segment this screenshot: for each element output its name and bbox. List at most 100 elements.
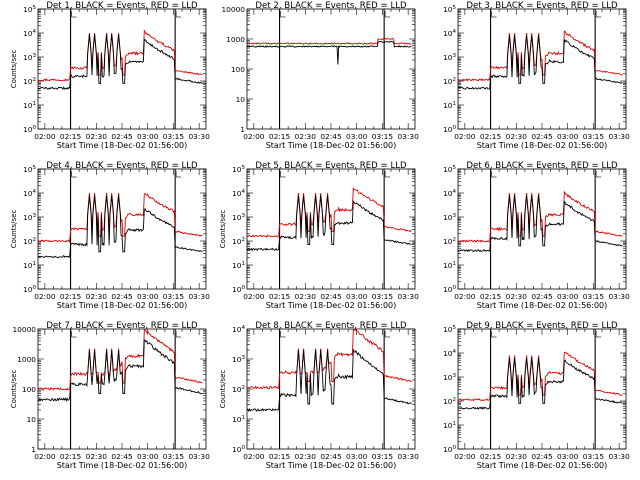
y-axis-label: Counts/sec (10, 50, 18, 89)
panel-det-8: Det 8, BLACK = Events, RED = LLD 100 101 10… (219, 321, 419, 470)
y-tick-label: 101 (232, 261, 245, 270)
x-tick-label: 03:00 (557, 452, 579, 461)
y-tick-label: 105 (443, 165, 456, 174)
x-tick-label: 03:15 (583, 452, 605, 461)
x-tick-label: 03:30 (188, 292, 210, 301)
x-tick-label: 03:30 (397, 132, 419, 141)
x-tick-label: 03:15 (583, 132, 605, 141)
x-tick-label: 02:00 (454, 132, 476, 141)
x-tick-label: 03:15 (163, 452, 185, 461)
y-tick-label: 104 (232, 189, 245, 198)
series-events (457, 35, 623, 90)
x-tick-label: 02:00 (454, 452, 476, 461)
x-tick-label: 03:00 (557, 292, 579, 301)
x-tick-label: 02:30 (506, 132, 528, 141)
y-tick-label: 104 (443, 349, 456, 358)
series-events (37, 339, 203, 403)
x-tick-label: 02:45 (531, 292, 553, 301)
x-axis-label: Start Time (18-Dec-02 01:56:00) (477, 461, 608, 470)
y-tick-label: 105 (23, 5, 36, 14)
y-axis-label: Counts/sec (10, 370, 18, 409)
x-tick-label: 02:00 (243, 292, 265, 301)
x-axis-label: Start Time (18-Dec-02 01:56:00) (477, 301, 608, 310)
y-tick-label: 10000 (221, 5, 245, 14)
y-tick-label: 105 (232, 165, 245, 174)
panel-title: Det 2, BLACK = Events, RED = LLD (255, 1, 407, 11)
x-tick-label: 03:30 (608, 292, 630, 301)
panel-title: Det 8, BLACK = Events, RED = LLD (255, 321, 407, 331)
y-tick-label: 103 (23, 213, 36, 222)
series-events (37, 34, 203, 90)
x-tick-label: 02:45 (111, 132, 133, 141)
x-tick-label: 03:15 (372, 132, 394, 141)
x-tick-label: 02:30 (86, 452, 108, 461)
x-axis-label: Start Time (18-Dec-02 01:56:00) (57, 301, 188, 310)
y-tick-label: 103 (443, 373, 456, 382)
panel-title: Det 7, BLACK = Events, RED = LLD (46, 321, 198, 331)
y-tick-label: 101 (443, 261, 456, 270)
y-tick-label: 100 (443, 125, 456, 134)
x-tick-label: 03:15 (163, 132, 185, 141)
series-events (37, 195, 203, 259)
x-tick-label: 02:15 (60, 132, 82, 141)
series-lld (246, 37, 412, 45)
y-tick-label: 100 (23, 285, 36, 294)
x-tick-label: 03:15 (583, 292, 605, 301)
plot-frame (37, 168, 207, 290)
x-axis-label: Start Time (18-Dec-02 01:56:00) (57, 141, 188, 150)
y-tick-label: 102 (23, 77, 36, 86)
x-axis-label: Start Time (18-Dec-02 01:56:00) (57, 461, 188, 470)
x-tick-label: 02:15 (480, 132, 502, 141)
y-tick-label: 102 (232, 237, 245, 246)
panel-det-3: Det 3, BLACK = Events, RED = LLD 100 101 10… (443, 1, 630, 150)
x-tick-label: 03:00 (137, 292, 159, 301)
x-tick-label: 02:15 (269, 452, 291, 461)
x-axis-label: Start Time (18-Dec-02 01:56:00) (266, 141, 397, 150)
series-events (246, 40, 412, 65)
x-axis-label: Start Time (18-Dec-02 01:56:00) (266, 301, 397, 310)
y-tick-label: 104 (232, 325, 245, 334)
y-tick-label: 105 (23, 165, 36, 174)
x-tick-label: 02:45 (320, 452, 342, 461)
y-tick-label: 101 (443, 421, 456, 430)
x-tick-label: 02:30 (295, 452, 317, 461)
panel-title: Det 6, BLACK = Events, RED = LLD (466, 161, 618, 171)
x-tick-label: 02:00 (34, 132, 56, 141)
y-axis-label: Counts/sec (219, 210, 227, 249)
y-tick-label: 10000 (12, 325, 36, 334)
x-tick-label: 02:15 (60, 292, 82, 301)
x-tick-label: 02:45 (320, 132, 342, 141)
x-tick-label: 03:30 (397, 452, 419, 461)
panel-det-7: Det 7, BLACK = Events, RED = LLD 1 10 100 10… (10, 321, 210, 470)
y-tick-label: 104 (23, 29, 36, 38)
x-tick-label: 02:30 (506, 452, 528, 461)
y-tick-label: 103 (232, 213, 245, 222)
x-tick-label: 02:30 (86, 132, 108, 141)
y-tick-label: 105 (443, 325, 456, 334)
panel-det-4: Det 4, BLACK = Events, RED = LLD 100 101 10… (10, 161, 210, 310)
y-tick-label: 10 (236, 95, 246, 104)
y-tick-label: 105 (443, 5, 456, 14)
series-events (457, 195, 623, 253)
x-tick-label: 03:00 (137, 452, 159, 461)
x-tick-label: 02:45 (111, 292, 133, 301)
x-tick-label: 02:15 (480, 452, 502, 461)
y-tick-label: 104 (443, 29, 456, 38)
y-tick-label: 101 (23, 261, 36, 270)
x-tick-label: 02:00 (34, 452, 56, 461)
panel-det-2: Det 2, BLACK = Events, RED = LLD 1 10 100 10… (221, 1, 419, 150)
x-tick-label: 02:15 (60, 452, 82, 461)
y-tick-label: 102 (443, 237, 456, 246)
series-events (246, 348, 412, 413)
x-tick-label: 02:00 (243, 132, 265, 141)
series-lld (246, 329, 412, 390)
x-tick-label: 02:15 (269, 292, 291, 301)
y-tick-label: 101 (23, 101, 36, 110)
x-tick-label: 03:00 (137, 132, 159, 141)
y-tick-label: 100 (22, 385, 36, 394)
y-tick-label: 100 (231, 65, 245, 74)
y-tick-label: 100 (232, 285, 245, 294)
panel-det-5: Det 5, BLACK = Events, RED = LLD 100 101 10… (219, 161, 419, 310)
y-tick-label: 104 (23, 189, 36, 198)
